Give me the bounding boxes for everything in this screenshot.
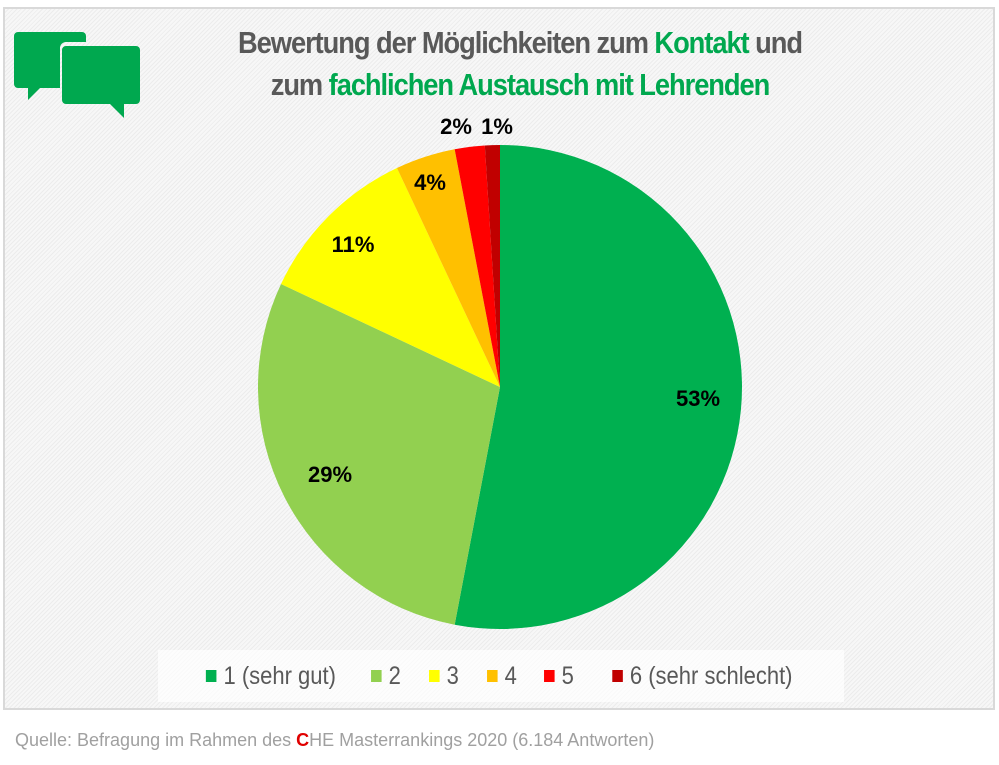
data-label-1: 53% xyxy=(676,386,720,411)
legend-label: 5 xyxy=(562,661,575,690)
chart-title: Bewertung der Möglichkeiten zum Kontakt … xyxy=(186,22,855,106)
legend-item: 5 xyxy=(544,662,574,691)
legend-item: 2 xyxy=(370,661,401,691)
legend: 1 (sehr gut) 2 3 4 5 6 (sehr schlecht) xyxy=(158,650,844,702)
legend-label: 6 (sehr schlecht) xyxy=(630,661,793,690)
speech-bubbles-icon xyxy=(14,32,140,118)
legend-label: 1 (sehr gut) xyxy=(223,661,336,690)
title-text: Bewertung der Möglichkeiten zum xyxy=(238,25,655,60)
pie-slice-5 xyxy=(454,145,500,387)
data-label-5: 2% xyxy=(440,114,472,139)
data-label-2: 29% xyxy=(308,462,352,487)
legend-swatch xyxy=(205,670,217,682)
legend-swatch xyxy=(486,670,498,682)
legend-item: 1 (sehr gut) xyxy=(205,661,336,691)
source-note: Quelle: Befragung im Rahmen des CHE Mast… xyxy=(15,730,654,751)
legend-label: 3 xyxy=(446,661,459,690)
source-suffix: HE Masterrankings 2020 (6.184 Antworten) xyxy=(309,730,655,750)
legend-item: 3 xyxy=(428,661,459,691)
data-label-3: 11% xyxy=(332,232,375,257)
legend-item: 4 xyxy=(486,661,517,691)
data-label-4: 4% xyxy=(414,170,446,195)
legend-label: 4 xyxy=(504,661,517,690)
legend-swatch xyxy=(428,670,440,682)
title-highlight-kontakt: Kontakt xyxy=(654,25,749,60)
source-che-c: C xyxy=(296,730,310,750)
title-text: und xyxy=(748,25,803,60)
pie-slice-2 xyxy=(257,283,500,625)
pie-slice-4 xyxy=(396,149,500,387)
title-text: zum xyxy=(270,67,329,102)
legend-item: 6 (sehr schlecht) xyxy=(612,661,793,691)
data-label-6: 1% xyxy=(481,114,513,139)
legend-label: 2 xyxy=(388,661,401,690)
pie-slice-6 xyxy=(484,145,500,387)
pie-slice-3 xyxy=(281,168,500,387)
legend-swatch xyxy=(544,670,556,682)
legend-swatch xyxy=(612,670,624,682)
pie-slice-1 xyxy=(454,145,743,629)
source-prefix: Quelle: Befragung im Rahmen des xyxy=(15,730,297,750)
title-highlight-austausch: fachlichen Austausch mit Lehrenden xyxy=(328,67,771,102)
legend-swatch xyxy=(370,670,382,682)
